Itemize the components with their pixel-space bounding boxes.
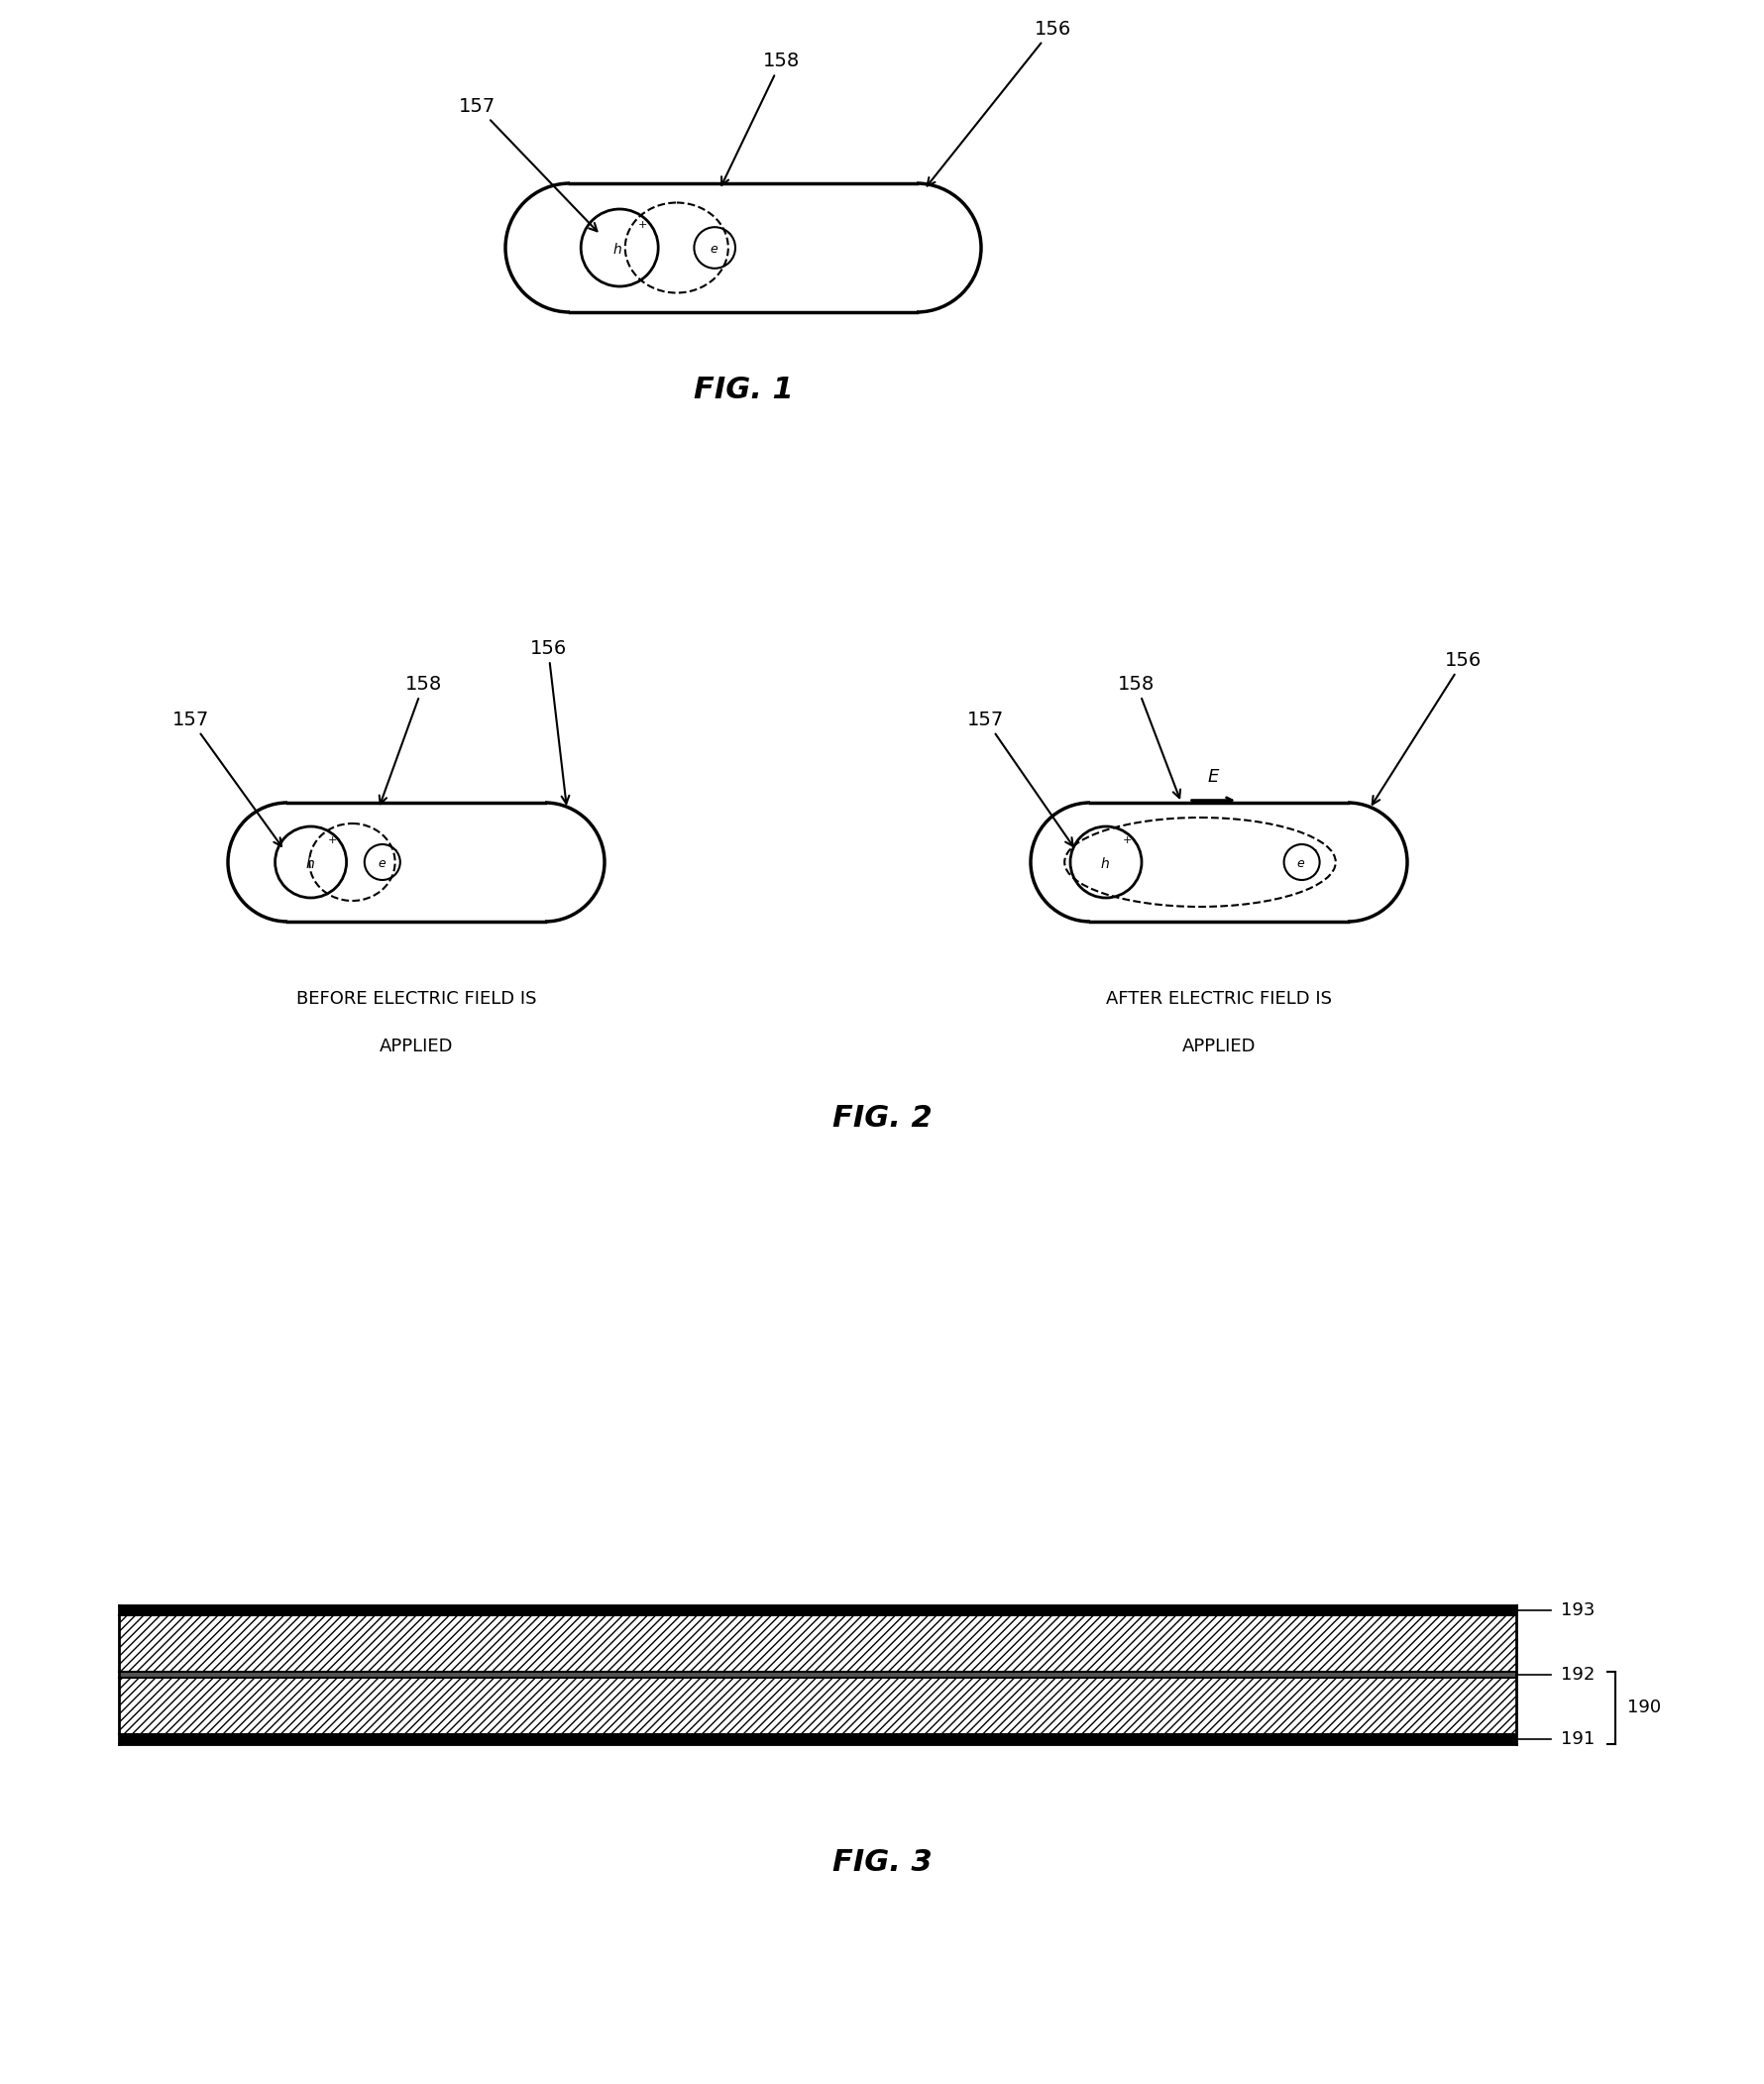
Text: 191: 191 [1561,1730,1595,1748]
Text: +: + [328,836,337,846]
Text: 156: 156 [928,19,1071,185]
Text: 157: 157 [967,711,1073,846]
Bar [118,1605,1517,1615]
Bar [118,1678,1517,1734]
Text: 156: 156 [1372,650,1482,804]
Text: AFTER ELECTRIC FIELD IS: AFTER ELECTRIC FIELD IS [1106,990,1332,1009]
Text: e: e [377,857,385,869]
Text: 192: 192 [1561,1665,1595,1684]
Text: +: + [1122,836,1132,846]
Text: -: - [727,229,730,238]
Text: -: - [393,844,397,854]
Text: 157: 157 [171,711,282,846]
Text: h: h [1101,857,1110,871]
Bar [118,1615,1517,1671]
Text: 156: 156 [529,638,570,804]
Text: APPLIED: APPLIED [1182,1038,1256,1055]
Text: 158: 158 [1118,675,1180,798]
Text: e: e [709,242,718,254]
Text: BEFORE ELECTRIC FIELD IS: BEFORE ELECTRIC FIELD IS [296,990,536,1009]
Text: -: - [1312,844,1316,854]
Text: FIG. 3: FIG. 3 [833,1849,931,1878]
Text: 158: 158 [379,675,443,804]
Text: +: + [639,219,647,229]
Text: h: h [305,857,314,871]
Text: FIG. 1: FIG. 1 [693,375,794,404]
Bar [118,1671,1517,1678]
Text: h: h [614,244,623,256]
Text: e: e [1297,857,1305,869]
Bar [118,1734,1517,1744]
Text: E: E [1208,767,1219,786]
Text: 190: 190 [1626,1698,1662,1717]
Text: 158: 158 [721,52,799,185]
Text: FIG. 2: FIG. 2 [833,1102,931,1132]
Text: APPLIED: APPLIED [379,1038,453,1055]
Text: 157: 157 [459,96,596,231]
Text: 193: 193 [1561,1601,1595,1619]
